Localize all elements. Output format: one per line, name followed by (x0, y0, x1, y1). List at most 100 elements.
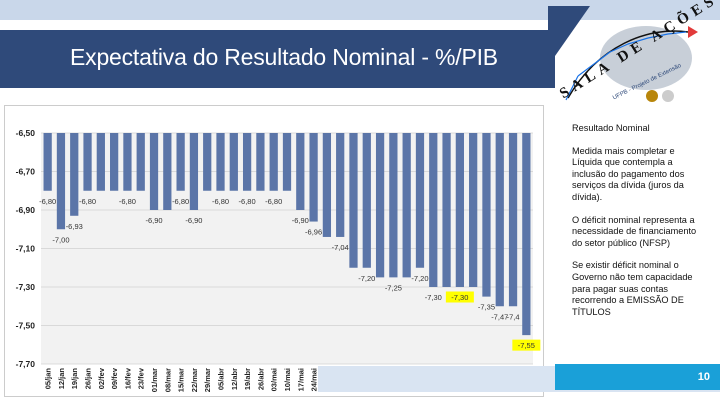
side-note-3: Se existir déficit nominal o Governo não… (572, 260, 693, 317)
data-label: -6,80 (79, 197, 96, 206)
title-banner (0, 30, 555, 88)
data-label: -6,80 (265, 197, 282, 206)
y-tick-label: -7,10 (16, 244, 36, 254)
x-tick-label: 23/fev (137, 367, 146, 389)
highlight-box (512, 339, 541, 351)
data-label: -6,80 (212, 197, 229, 206)
y-tick-label: -7,70 (16, 359, 36, 369)
x-tick-label: 03/mai (270, 368, 279, 391)
bar-chart: -6,50 -6,70 -6,90 -7,10 -7,30 -7,50 -7,70 -6,80… (16, 128, 541, 392)
x-tick-label: 17/mai (296, 368, 305, 391)
bar (269, 133, 278, 191)
bar (349, 133, 358, 268)
x-tick-label: 05/abr (217, 368, 226, 390)
bar (189, 133, 199, 210)
bar (495, 133, 504, 307)
bar (96, 133, 105, 191)
x-tick-label: 01/mar (150, 368, 159, 392)
bar (216, 133, 225, 191)
y-tick-label: -6,90 (16, 205, 36, 215)
page-number: 10 (697, 371, 710, 383)
bar (455, 133, 464, 287)
y-tick-label: -7,30 (16, 282, 36, 292)
bar (83, 133, 92, 191)
x-tick-label: 26/jan (84, 368, 93, 390)
bar (336, 133, 345, 237)
data-label: -6,80 (172, 197, 189, 206)
bar (469, 133, 478, 287)
x-tick-label: 29/mar (203, 368, 212, 392)
bar (43, 133, 52, 191)
bar (522, 133, 531, 336)
x-tick-label: 22/mar (190, 368, 199, 392)
bar (136, 133, 145, 191)
x-tick-label: 05/jan (44, 368, 53, 390)
bar (110, 133, 119, 191)
bar (375, 133, 385, 278)
bar (242, 133, 252, 191)
bar (389, 133, 398, 278)
x-tick-label: 15/mar (177, 368, 186, 392)
data-label: -7,20 (411, 274, 428, 283)
data-label: -6,90 (145, 216, 162, 225)
bar (429, 133, 438, 287)
x-tick-label: 08/mar (163, 368, 172, 392)
sala-de-acoes-logo (548, 6, 698, 102)
bar (402, 133, 411, 278)
data-label: -7,55 (518, 341, 535, 350)
x-tick-label: 12/jan (57, 368, 66, 390)
slide-title: Expectativa do Resultado Nominal - %/PIB (70, 44, 498, 70)
bar (282, 133, 292, 191)
x-tick-label: 09/fev (110, 367, 119, 389)
side-notes: Resultado Nominal Medida mais completar … (572, 123, 706, 329)
data-label: -7,00 (52, 235, 69, 244)
x-tick-label: 19/abr (243, 368, 252, 390)
bar (229, 133, 238, 191)
x-tick-label: 12/abr (230, 368, 239, 390)
bar (415, 133, 425, 268)
footer-bar (555, 364, 720, 390)
bar (309, 133, 318, 222)
y-tick-label: -6,50 (16, 128, 36, 138)
x-tick-label: 24/mai (310, 368, 319, 391)
x-tick-label: 26/abr (256, 368, 265, 390)
x-tick-label: 16/fev (123, 367, 132, 389)
y-tick-label: -6,70 (16, 167, 36, 177)
bar (482, 133, 491, 297)
top-decor-bar (0, 0, 720, 20)
bar (256, 133, 265, 191)
highlight-box (445, 291, 474, 303)
data-label: -7,4 (507, 312, 520, 321)
bar (149, 133, 159, 210)
data-label: -6,80 (239, 197, 256, 206)
data-label: -6,80 (119, 197, 136, 206)
data-label: -6,96 (305, 228, 322, 237)
bar (296, 133, 305, 210)
bar (508, 133, 518, 307)
bar (442, 133, 451, 287)
bar (176, 133, 185, 191)
data-label: -6,90 (292, 216, 309, 225)
data-label: -7,35 (478, 303, 495, 312)
bar (56, 133, 66, 230)
data-label: -6,90 (185, 216, 202, 225)
y-tick-label: -7,50 (16, 321, 36, 331)
x-tick-label: 10/mai (283, 368, 292, 391)
side-note-heading: Resultado Nominal (572, 123, 650, 133)
data-label: -7,30 (451, 293, 468, 302)
side-note-1: Medida mais completar e Líquida que cont… (572, 145, 685, 202)
bar (70, 133, 79, 216)
data-label: -7,30 (425, 293, 442, 302)
x-tick-label: 02/fev (97, 367, 106, 389)
data-label: -6,93 (66, 222, 83, 231)
data-label: -7,25 (385, 283, 402, 292)
data-label: -7,47 (491, 312, 508, 321)
bar (163, 133, 172, 210)
bar (123, 133, 132, 191)
data-label: -7,20 (358, 274, 375, 283)
x-tick-label: 19/jan (70, 368, 79, 390)
side-note-2: O déficit nominal representa a necessida… (572, 214, 697, 248)
chart-frame: -6,50 -6,70 -6,90 -7,10 -7,30 -7,50 -7,70 -6,80… (4, 105, 544, 397)
data-label: -7,04 (332, 243, 349, 252)
bar (322, 133, 332, 237)
